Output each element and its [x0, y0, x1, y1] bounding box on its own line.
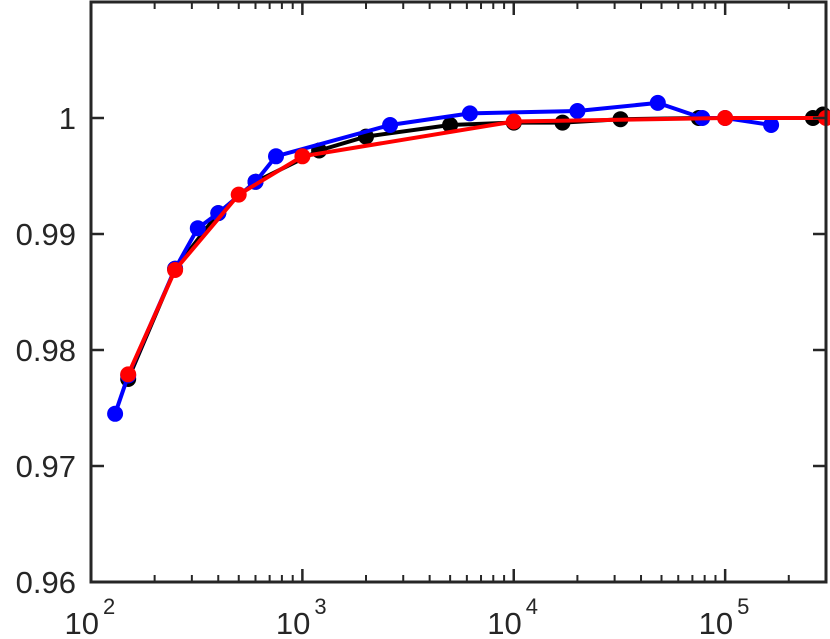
series-1-point-10 — [649, 94, 666, 111]
x-tick-label-exp-2: 4 — [526, 594, 538, 619]
series-2-point-4 — [505, 113, 522, 130]
series-1-point-0 — [107, 405, 124, 422]
y-tick-label-1: 0.97 — [16, 449, 76, 484]
y-tick-label-2: 0.98 — [16, 333, 76, 368]
x-tick-label-exp-1: 3 — [314, 594, 326, 619]
series-2-point-1 — [167, 262, 184, 278]
x-tick-label-0: 10 — [65, 606, 99, 639]
series-1-point-13 — [763, 117, 780, 133]
series-1-point-6 — [268, 148, 284, 165]
series-2 — [120, 110, 830, 383]
series-2-point-2 — [230, 186, 247, 203]
series-1-point-3 — [189, 220, 206, 237]
x-tick-label-2: 10 — [487, 606, 521, 639]
series-0-point-6 — [442, 117, 459, 133]
y-tick-label-3: 0.99 — [16, 217, 76, 252]
series-2-point-5 — [717, 110, 734, 126]
plot-frame — [89, 0, 828, 584]
series-1-point-7 — [382, 117, 399, 133]
series-2-point-0 — [120, 366, 137, 383]
series-2-point-3 — [294, 148, 311, 165]
series-layer — [107, 94, 830, 422]
x-tick-label-1: 10 — [276, 606, 310, 639]
series-1-point-8 — [461, 105, 478, 122]
x-tick-label-exp-0: 2 — [103, 594, 115, 619]
series-1-point-9 — [569, 103, 586, 119]
y-tick-label-0: 0.96 — [16, 565, 76, 600]
y-tick-label-4: 1 — [59, 101, 76, 136]
x-tick-label-3: 10 — [699, 606, 733, 639]
x-tick-label-exp-3: 5 — [737, 594, 749, 619]
plot-background — [91, 2, 826, 582]
